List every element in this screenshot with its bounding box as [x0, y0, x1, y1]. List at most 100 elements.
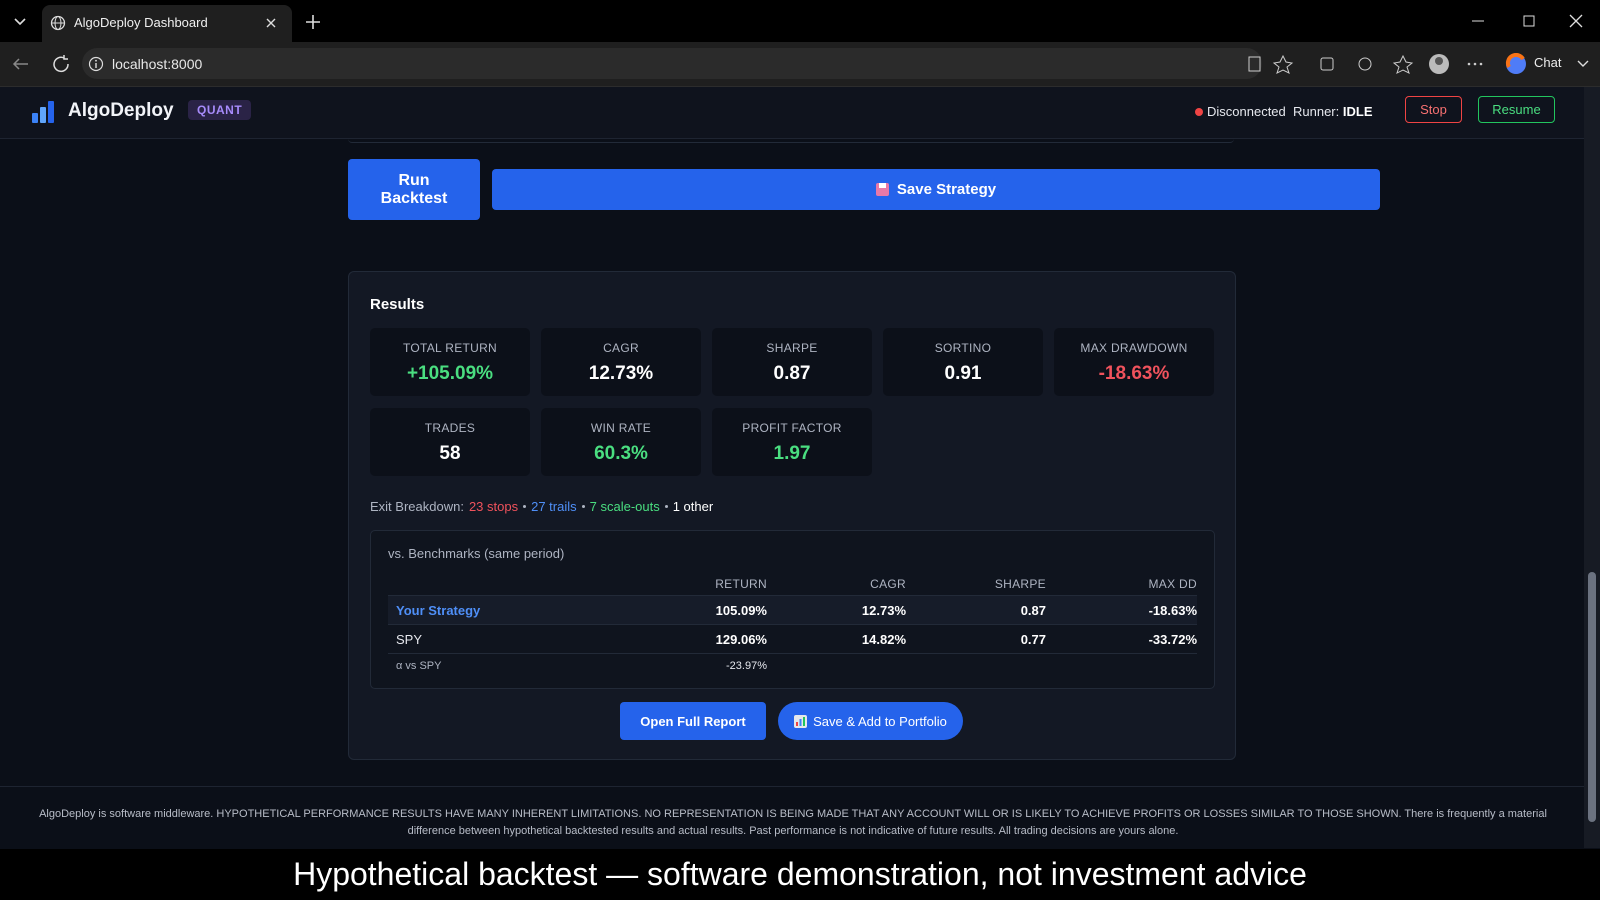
cell: 0.77: [1020, 631, 1046, 647]
tab-bar: AlgoDeploy Dashboard: [0, 0, 1600, 42]
save-strategy-label: Save Strategy: [896, 181, 997, 198]
plan-badge: QUANT: [188, 100, 252, 120]
status-text: Disconnected: [1207, 104, 1286, 119]
caption: Hypothetical backtest — software demonst…: [0, 849, 1600, 900]
copilot-icon[interactable]: [1505, 53, 1529, 75]
cell: -18.63%: [1148, 602, 1197, 618]
separator: [581, 505, 585, 508]
cell: 12.73%: [861, 602, 906, 618]
table-row: SPY 129.06% 14.82% 0.77 -33.72%: [388, 624, 1197, 653]
cell: 14.82%: [861, 631, 906, 647]
column-header: MAX DD: [1148, 577, 1197, 591]
metric-card: PROFIT FACTOR 1.97: [712, 408, 872, 476]
metric-label: MAX DRAWDOWN: [1080, 341, 1188, 355]
tab-title: AlgoDeploy Dashboard: [74, 15, 208, 30]
open-report-button[interactable]: Open Full Report: [620, 702, 766, 740]
tab-close[interactable]: [264, 16, 278, 30]
column-header: RETURN: [715, 577, 767, 591]
metric-value: 60.3%: [594, 443, 648, 464]
column-header: SHARPE: [994, 577, 1046, 591]
metric-label: SHARPE: [766, 341, 818, 355]
chat-chevron[interactable]: [1576, 58, 1590, 70]
runner-label: Runner:: [1293, 104, 1340, 119]
cell: 0.87: [1020, 602, 1046, 618]
prev-panel-edge: [348, 139, 1234, 143]
results-title: Results: [370, 296, 425, 313]
alpha-label: α vs SPY: [396, 659, 442, 672]
chart-icon: [794, 714, 808, 728]
column-header: CAGR: [870, 577, 906, 591]
metric-label: TOTAL RETURN: [402, 341, 498, 355]
metric-value: 58: [439, 443, 461, 464]
save-icon: [875, 183, 889, 196]
metric-value: +105.09%: [406, 363, 494, 384]
stop-button[interactable]: Stop: [1405, 96, 1462, 123]
new-tab[interactable]: [304, 13, 322, 31]
separator: [664, 505, 668, 508]
scroll-thumb[interactable]: [1588, 572, 1596, 822]
exit-part: 1 other: [672, 499, 714, 514]
nav-buttons[interactable]: [10, 54, 70, 74]
metric-card: WIN RATE 60.3%: [541, 408, 701, 476]
alpha-value: -23.97%: [726, 659, 767, 672]
metric-card: TOTAL RETURN +105.09%: [370, 328, 530, 396]
tab[interactable]: AlgoDeploy Dashboard: [42, 5, 292, 42]
table-row: Your Strategy 105.09% 12.73% 0.87 -18.63%: [388, 595, 1197, 624]
cell: -33.72%: [1148, 631, 1197, 647]
globe-icon: [50, 15, 66, 31]
cell: 105.09%: [715, 602, 767, 618]
metric-label: WIN RATE: [590, 421, 652, 435]
scrollbar[interactable]: [1584, 87, 1600, 848]
brand: AlgoDeploy: [68, 100, 174, 121]
benchmarks: vs. Benchmarks (same period) RETURN CAGR S…: [370, 530, 1215, 689]
metric-label: PROFIT FACTOR: [742, 421, 842, 435]
info-icon: [88, 56, 104, 72]
footer: AlgoDeploy is software middleware. HYPOT…: [0, 786, 1584, 849]
benchmarks-title: vs. Benchmarks (same period): [388, 546, 565, 561]
exit-breakdown: Exit Breakdown: 23 stops 27 trails 7 scale-…: [370, 499, 713, 514]
portfolio-label: Save & Add to Portfolio: [813, 713, 947, 729]
cell: 129.06%: [715, 631, 767, 647]
address-bar: localhost:8000 Chat: [0, 42, 1600, 87]
exit-part: 27 trails: [531, 499, 577, 514]
exit-label: Exit Breakdown:: [370, 499, 464, 514]
save-strategy-button[interactable]: Save Strategy: [492, 169, 1380, 210]
tab-menu-icon[interactable]: [10, 12, 30, 30]
url: localhost:8000: [112, 56, 203, 72]
metric-value: 12.73%: [588, 363, 654, 384]
metric-value: 0.87: [773, 363, 811, 384]
toolbar-icons[interactable]: [1245, 53, 1485, 75]
exit-part: 7 scale-outs: [589, 499, 660, 514]
metric-label: TRADES: [424, 421, 476, 435]
metric-value: -18.63%: [1098, 363, 1170, 384]
metric-card: CAGR 12.73%: [541, 328, 701, 396]
app-header: AlgoDeploy QUANT Disconnected Runner: ID…: [0, 87, 1584, 139]
window-controls[interactable]: [1468, 12, 1588, 30]
logo-icon: [32, 101, 54, 123]
connection-status: Disconnected: [1195, 104, 1286, 119]
run-backtest-button[interactable]: Run Backtest: [348, 159, 480, 220]
chat-button[interactable]: Chat: [1534, 55, 1562, 70]
runner: Runner: IDLE: [1293, 104, 1373, 119]
alpha-row: α vs SPY -23.97%: [388, 653, 1197, 677]
table-header: RETURN CAGR SHARPE MAX DD: [388, 573, 1197, 595]
metric-value: 0.91: [944, 363, 982, 384]
disclaimer: AlgoDeploy is software middleware. HYPOT…: [39, 808, 1547, 837]
metric-label: CAGR: [603, 341, 639, 355]
exit-part: 23 stops: [468, 499, 519, 514]
results-panel: Results Exit Breakdown: 23 stops 27 trails…: [348, 271, 1236, 760]
runner-state: IDLE: [1342, 104, 1373, 119]
metric-label: SORTINO: [934, 341, 992, 355]
metric-card: SORTINO 0.91: [883, 328, 1043, 396]
metric-card: TRADES 58: [370, 408, 530, 476]
row-name: SPY: [396, 631, 423, 647]
separator: [523, 505, 527, 508]
row-name: Your Strategy: [396, 602, 481, 618]
metric-value: 1.97: [773, 443, 811, 464]
portfolio-button[interactable]: Save & Add to Portfolio: [778, 702, 963, 740]
status-dot: [1195, 108, 1203, 116]
url-field[interactable]: localhost:8000: [82, 48, 1262, 79]
resume-button[interactable]: Resume: [1478, 96, 1555, 123]
metric-card: MAX DRAWDOWN -18.63%: [1054, 328, 1214, 396]
